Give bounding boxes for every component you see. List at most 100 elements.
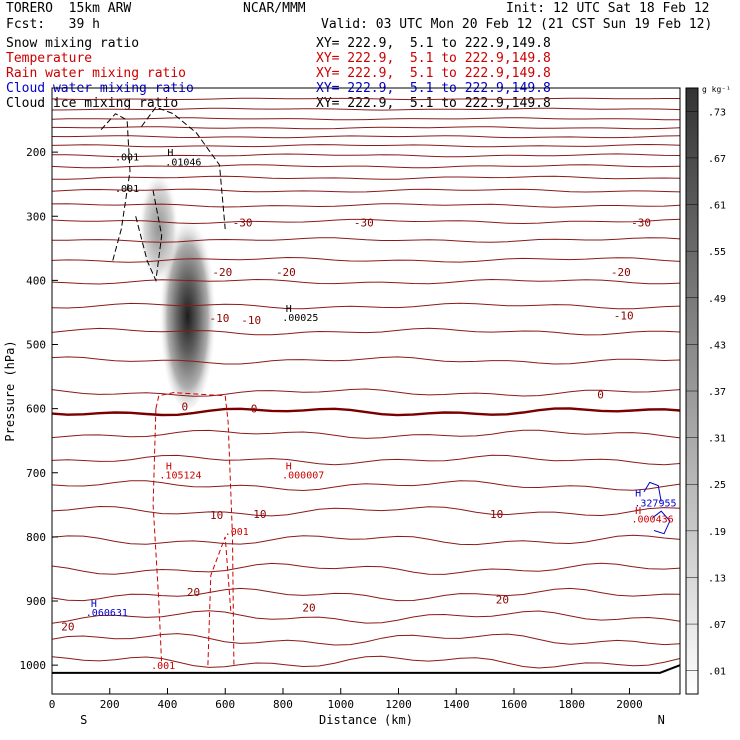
temperature-label: 10 [253, 508, 266, 521]
colorbar-label: .67 [708, 154, 726, 165]
colorbar-label: .37 [708, 387, 726, 398]
cloud-ice-contour-inner [135, 190, 163, 283]
contour-annotation: .327955 [634, 498, 676, 509]
isotherm-line [51, 143, 681, 148]
temperature-label: 20 [496, 594, 509, 607]
temperature-label: 20 [187, 586, 200, 599]
contour-annotation: .01046 [165, 158, 201, 169]
x-tick-label: 1400 [443, 698, 470, 711]
temperature-label: -20 [212, 266, 232, 279]
temperature-label: 20 [302, 601, 315, 614]
colorbar-label: .31 [708, 434, 726, 445]
colorbar-label: .13 [708, 573, 726, 584]
field-label-cloud-ice: Cloud ice mixing ratio [6, 96, 179, 111]
temperature-label: -10 [210, 312, 230, 325]
isotherm-line [51, 256, 681, 263]
y-tick-label: 200 [26, 146, 46, 159]
terrain-line [52, 664, 681, 674]
temperature-label: 10 [210, 509, 223, 522]
temperature-label: -30 [233, 217, 253, 230]
isotherm-line [51, 407, 681, 417]
isotherm-line [51, 587, 681, 602]
x-tick-label: 800 [273, 698, 293, 711]
y-tick-label: 300 [26, 210, 46, 223]
y-tick-label: 1000 [20, 659, 47, 672]
forecast-hour: Fcst: 39 h [6, 17, 100, 32]
colorbar-label: .43 [708, 340, 726, 351]
south-label: S [80, 713, 87, 727]
org-label: NCAR/MMM [243, 1, 306, 16]
cloud-water-contour [643, 481, 662, 502]
snow-plume-upper [138, 164, 180, 281]
isotherm-line [52, 153, 681, 158]
x-tick-label: 1800 [558, 698, 585, 711]
isotherm-line [51, 388, 681, 397]
x-tick-label: 1200 [385, 698, 412, 711]
isotherm-line [51, 135, 681, 139]
field-xy-rain: XY= 222.9, 5.1 to 222.9,149.8 [316, 66, 551, 81]
y-tick-label: 800 [26, 531, 46, 544]
contour-annotation: H [635, 489, 641, 500]
contour-annotation: .001 [115, 184, 139, 195]
temperature-label: 20 [61, 621, 74, 634]
contour-annotation: .000436 [631, 514, 673, 525]
isotherm-line [51, 164, 681, 169]
field-label-snow: Snow mixing ratio [6, 36, 140, 51]
valid-time: Valid: 03 UTC Mon 20 Feb 12 (21 CST Sun … [321, 17, 713, 32]
colorbar-label: .61 [708, 201, 726, 212]
contour-labels-layer: -30 -30 -30 -20 -20 -20 -10 -10 -10 0 0 0 10 10 10 20 20… [61, 148, 676, 672]
field-label-temperature: Temperature [6, 51, 93, 66]
colorbar-label: .19 [708, 527, 726, 538]
temperature-label: -30 [354, 217, 374, 230]
temperature-label: 0 [597, 389, 604, 402]
isotherm-line [51, 356, 681, 365]
temperature-label: -20 [276, 266, 296, 279]
field-xy-cloud-ice: XY= 222.9, 5.1 to 222.9,149.8 [316, 96, 551, 111]
isotherm-line [52, 237, 681, 243]
isotherm-line [51, 505, 681, 517]
contour-annotation: .105124 [159, 471, 201, 482]
contour-annotation: H [286, 304, 292, 315]
contour-annotation: H [286, 462, 292, 473]
contour-annotation: .060631 [86, 608, 128, 619]
axes-layer: 0 200 400 600 800 1000 1200 1400 1600 1800 2000200… [3, 87, 681, 727]
temperature-label: 0 [182, 401, 189, 414]
temperature-label: -10 [614, 310, 634, 323]
temperature-label: 0 [251, 403, 258, 416]
isotherm-line [51, 562, 681, 575]
isotherm-line [51, 327, 681, 336]
y-tick-label: 600 [26, 403, 46, 416]
isotherm-line [51, 302, 681, 310]
contour-annotation: H [167, 148, 173, 159]
isotherm-line [51, 203, 681, 208]
y-tick-label: 700 [26, 467, 46, 480]
colorbar-label: .49 [708, 294, 726, 305]
temperature-label: -20 [611, 266, 631, 279]
temperature-label: -30 [631, 217, 651, 230]
init-time: Init: 12 UTC Sat 18 Feb 12 [506, 1, 710, 16]
colorbar-label: .55 [708, 247, 726, 258]
x-axis-label: Distance (km) [319, 713, 413, 727]
contour-annotation: H [166, 462, 172, 473]
contour-annotation: .000007 [282, 471, 324, 482]
isotherm-line [51, 117, 681, 121]
colorbar-label: .07 [708, 620, 726, 631]
isotherm-layer [51, 97, 681, 669]
north-label: N [658, 713, 665, 727]
x-tick-label: 600 [215, 698, 235, 711]
model-title: TORERO 15km ARW [6, 1, 132, 16]
isotherm-line [51, 107, 681, 111]
contour-annotation: .001 [115, 153, 139, 164]
x-tick-label: 2000 [616, 698, 643, 711]
cloud-ice-contour-right [141, 106, 226, 230]
colorbar-label: .25 [708, 480, 726, 491]
temperature-label: -10 [241, 314, 261, 327]
isotherm-line [51, 188, 681, 193]
contour-annotation: H [635, 506, 641, 517]
cloud-water-contour-lower [652, 510, 671, 535]
y-tick-label: 500 [26, 339, 46, 352]
isotherm-line [51, 454, 681, 466]
y-tick-label: 900 [26, 595, 46, 608]
isotherm-line [51, 126, 681, 130]
